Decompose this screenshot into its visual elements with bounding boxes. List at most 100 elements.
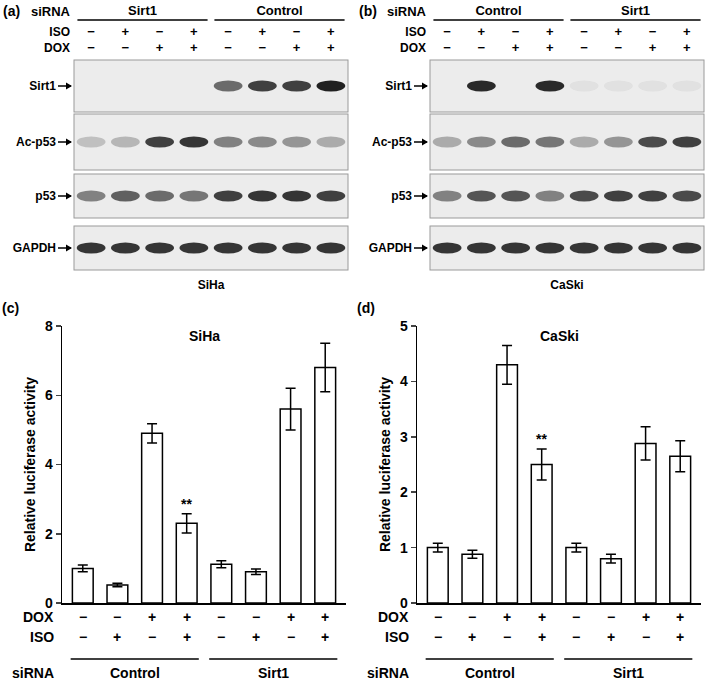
svg-text:Sirt1: Sirt1: [128, 3, 157, 18]
svg-text:+: +: [183, 629, 191, 645]
svg-text:CaSki: CaSki: [550, 278, 583, 292]
svg-text:−: −: [224, 40, 232, 55]
svg-text:+: +: [683, 24, 691, 39]
svg-text:Sirt1: Sirt1: [258, 665, 289, 681]
svg-text:−: −: [217, 609, 225, 625]
svg-text:−: −: [468, 609, 476, 625]
svg-text:2: 2: [45, 526, 53, 542]
svg-text:Control: Control: [110, 665, 160, 681]
svg-text:GAPDH: GAPDH: [13, 241, 56, 255]
svg-text:+: +: [327, 24, 335, 39]
svg-text:(b): (b): [359, 3, 377, 19]
svg-text:Sirt1: Sirt1: [621, 3, 650, 18]
svg-text:−: −: [113, 609, 121, 625]
svg-text:−: −: [87, 40, 95, 55]
svg-text:0: 0: [45, 595, 53, 611]
svg-text:Control: Control: [475, 3, 521, 18]
svg-text:ISO: ISO: [49, 25, 70, 39]
svg-text:Control: Control: [465, 665, 515, 681]
svg-text:+: +: [148, 609, 156, 625]
svg-text:+: +: [468, 629, 476, 645]
svg-text:+: +: [538, 629, 546, 645]
svg-text:SiHa: SiHa: [189, 328, 220, 344]
svg-text:−: −: [252, 609, 260, 625]
svg-text:−: −: [572, 609, 580, 625]
svg-text:−: −: [572, 629, 580, 645]
svg-text:+: +: [676, 609, 684, 625]
svg-text:+: +: [546, 24, 554, 39]
svg-text:+: +: [287, 609, 295, 625]
svg-text:−: −: [443, 40, 451, 55]
svg-text:4: 4: [400, 373, 408, 389]
svg-text:Ac-p53: Ac-p53: [16, 135, 56, 149]
svg-text:DOX: DOX: [44, 41, 70, 55]
svg-text:siRNA: siRNA: [387, 4, 427, 19]
svg-text:DOX: DOX: [400, 41, 426, 55]
svg-text:1: 1: [400, 540, 408, 556]
svg-text:GAPDH: GAPDH: [369, 241, 412, 255]
svg-text:(a): (a): [3, 3, 20, 19]
svg-text:2: 2: [400, 484, 408, 500]
svg-text:+: +: [321, 629, 329, 645]
svg-text:+: +: [327, 40, 335, 55]
svg-text:p53: p53: [35, 189, 56, 203]
svg-text:+: +: [615, 24, 623, 39]
svg-text:+: +: [113, 629, 121, 645]
svg-text:Sirt1: Sirt1: [385, 79, 412, 93]
svg-text:−: −: [434, 629, 442, 645]
svg-text:+: +: [538, 609, 546, 625]
svg-text:+: +: [190, 40, 198, 55]
svg-text:+: +: [252, 629, 260, 645]
svg-text:−: −: [122, 40, 130, 55]
svg-text:+: +: [183, 609, 191, 625]
svg-text:−: −: [503, 629, 511, 645]
svg-text:−: −: [87, 24, 95, 39]
svg-text:Sirt1: Sirt1: [613, 665, 644, 681]
svg-text:DOX: DOX: [23, 609, 54, 625]
svg-text:**: **: [536, 431, 547, 447]
svg-text:p53: p53: [391, 189, 412, 203]
svg-text:+: +: [649, 40, 657, 55]
svg-text:−: −: [148, 629, 156, 645]
svg-text:−: −: [649, 24, 657, 39]
svg-text:+: +: [642, 609, 650, 625]
svg-text:+: +: [503, 609, 511, 625]
svg-text:(c): (c): [2, 300, 19, 316]
svg-text:siRNA: siRNA: [367, 665, 409, 681]
svg-text:+: +: [321, 609, 329, 625]
svg-text:CaSki: CaSki: [540, 328, 579, 344]
svg-text:−: −: [287, 629, 295, 645]
svg-text:−: −: [478, 40, 486, 55]
svg-text:−: −: [512, 24, 520, 39]
svg-text:−: −: [79, 609, 87, 625]
svg-text:ISO: ISO: [405, 25, 426, 39]
svg-text:5: 5: [400, 318, 408, 334]
svg-text:−: −: [580, 40, 588, 55]
svg-text:Relative luciferase activity: Relative luciferase activity: [22, 377, 38, 552]
svg-text:+: +: [607, 629, 615, 645]
svg-text:−: −: [443, 24, 451, 39]
svg-text:+: +: [478, 24, 486, 39]
svg-text:6: 6: [45, 387, 53, 403]
svg-text:+: +: [676, 629, 684, 645]
svg-text:siRNA: siRNA: [31, 4, 71, 19]
svg-text:−: −: [79, 629, 87, 645]
svg-text:−: −: [434, 609, 442, 625]
svg-text:siRNA: siRNA: [12, 665, 54, 681]
svg-text:8: 8: [45, 318, 53, 334]
svg-text:0: 0: [400, 595, 408, 611]
svg-text:ISO: ISO: [30, 629, 54, 645]
svg-text:−: −: [615, 40, 623, 55]
svg-text:Ac-p53: Ac-p53: [372, 135, 412, 149]
svg-text:Control: Control: [256, 3, 302, 18]
svg-text:+: +: [293, 40, 301, 55]
svg-text:−: −: [217, 629, 225, 645]
svg-text:+: +: [512, 40, 520, 55]
svg-text:SiHa: SiHa: [198, 278, 225, 292]
svg-text:+: +: [122, 24, 130, 39]
svg-text:−: −: [156, 24, 164, 39]
svg-text:4: 4: [45, 456, 53, 472]
svg-text:+: +: [683, 40, 691, 55]
svg-text:3: 3: [400, 429, 408, 445]
svg-text:+: +: [156, 40, 164, 55]
